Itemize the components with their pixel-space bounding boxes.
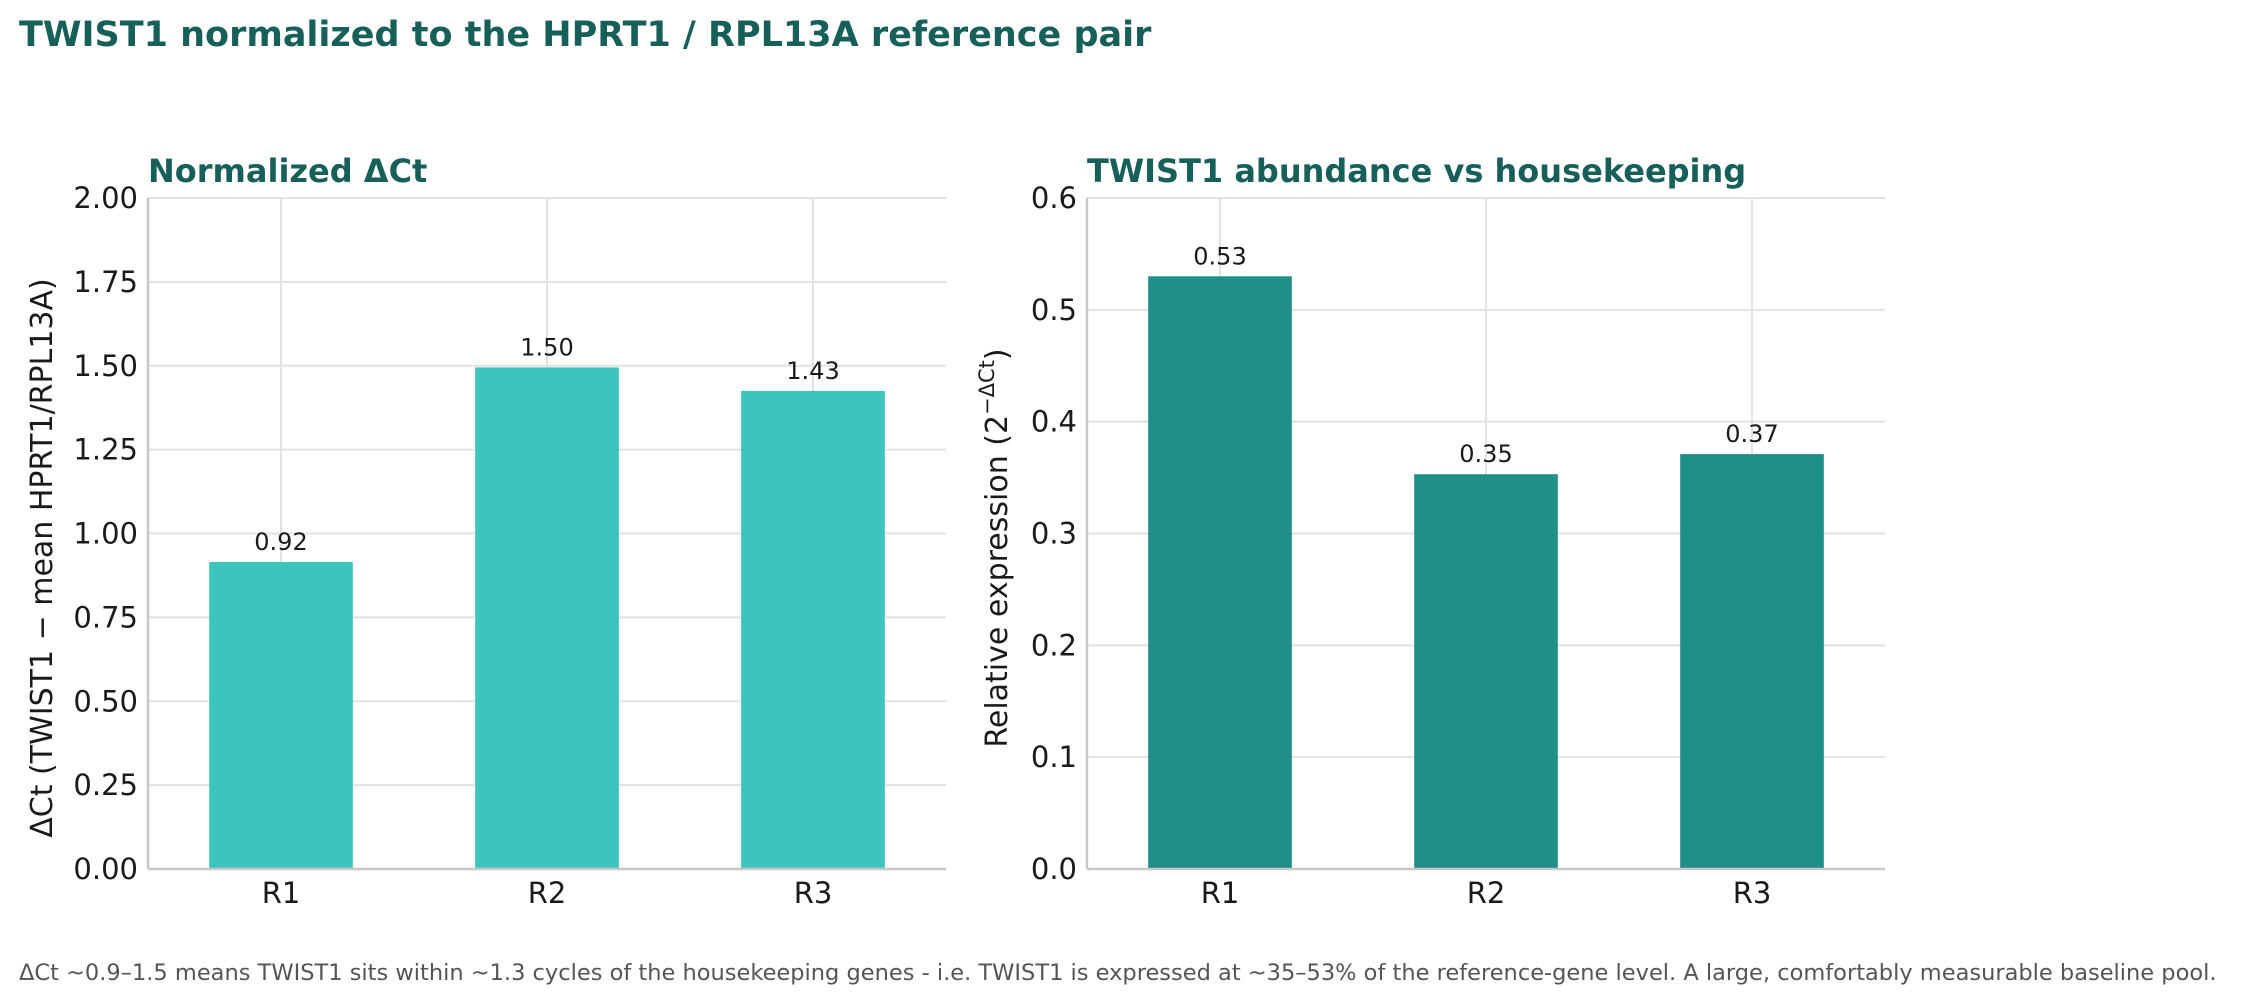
relative-expression-y-tick-label: 0.5 — [1031, 293, 1077, 327]
relative-expression-y-tick-label: 0.4 — [1031, 405, 1077, 439]
relative-expression-y-tick-label: 0.0 — [1031, 852, 1077, 886]
delta-ct-y-tick-label: 1.75 — [73, 265, 138, 299]
delta-ct-x-tick-label: R1 — [262, 876, 301, 910]
relative-expression-data-label-r2: 0.35 — [1459, 440, 1512, 468]
delta-ct-x-tick-label: R3 — [794, 876, 833, 910]
y-axis-label-exponent: −ΔCt — [975, 360, 999, 415]
relative-expression-x-tick-label: R3 — [1733, 876, 1772, 910]
relative-expression-bars — [1148, 276, 1824, 869]
delta-ct-y-tick-label: 2.00 — [73, 181, 138, 215]
relative-expression-bar-r2 — [1414, 474, 1558, 869]
relative-expression-x-tick-label: R1 — [1201, 876, 1240, 910]
relative-expression-y-tick-label: 0.3 — [1031, 517, 1077, 551]
delta-ct-panel: Normalized ΔCt ΔCt (TWIST1 − mean HPRT1/… — [25, 152, 946, 910]
relative-expression-bar-r1 — [1148, 276, 1292, 869]
delta-ct-y-tick-label: 0.50 — [73, 684, 138, 718]
delta-ct-y-tick-label: 1.50 — [73, 349, 138, 383]
delta-ct-bars — [209, 367, 885, 869]
delta-ct-y-tick-label: 0.00 — [73, 852, 138, 886]
delta-ct-labels: 0.00 0.25 0.50 0.75 1.00 1.25 1.50 1.75 2.00 0.92… — [73, 181, 839, 910]
relative-expression-y-axis-label: Relative expression (2−ΔCt) — [975, 348, 1015, 747]
relative-expression-panel: TWIST1 abundance vs housekeeping Relativ… — [975, 152, 1885, 910]
delta-ct-data-label-r1: 0.92 — [254, 528, 307, 556]
y-axis-label-main: Relative expression (2 — [980, 415, 1015, 748]
relative-expression-bar-r3 — [1680, 454, 1824, 869]
delta-ct-bar-r1 — [209, 562, 353, 869]
relative-expression-labels: 0.0 0.1 0.2 0.3 0.4 0.5 0.6 0.53 R1 0.35 R2 0.37 R3 — [1031, 181, 1779, 910]
delta-ct-bar-r3 — [741, 390, 885, 869]
relative-expression-y-tick-label: 0.2 — [1031, 628, 1077, 662]
delta-ct-y-axis-label: ΔCt (TWIST1 − mean HPRT1/RPL13A) — [25, 278, 60, 837]
delta-ct-y-tick-label: 0.25 — [73, 768, 138, 802]
y-axis-label-close: ) — [980, 348, 1015, 360]
figure-title: TWIST1 normalized to the HPRT1 / RPL13A … — [19, 15, 1152, 55]
delta-ct-y-tick-label: 0.75 — [73, 600, 138, 634]
delta-ct-x-tick-label: R2 — [528, 876, 567, 910]
delta-ct-data-label-r2: 1.50 — [520, 333, 573, 361]
relative-expression-y-tick-label: 0.1 — [1031, 740, 1077, 774]
delta-ct-panel-title: Normalized ΔCt — [148, 152, 427, 190]
figure-footnote: ΔCt ~0.9–1.5 means TWIST1 sits within ~1… — [19, 960, 2217, 986]
delta-ct-data-label-r3: 1.43 — [786, 357, 839, 385]
relative-expression-panel-title: TWIST1 abundance vs housekeeping — [1087, 152, 1746, 190]
delta-ct-y-tick-label: 1.25 — [73, 433, 138, 467]
relative-expression-y-tick-label: 0.6 — [1031, 181, 1077, 215]
delta-ct-y-tick-label: 1.00 — [73, 517, 138, 551]
relative-expression-x-tick-label: R2 — [1467, 876, 1506, 910]
relative-expression-data-label-r3: 0.37 — [1725, 420, 1778, 448]
relative-expression-data-label-r1: 0.53 — [1193, 242, 1246, 270]
delta-ct-bar-r2 — [475, 367, 619, 869]
